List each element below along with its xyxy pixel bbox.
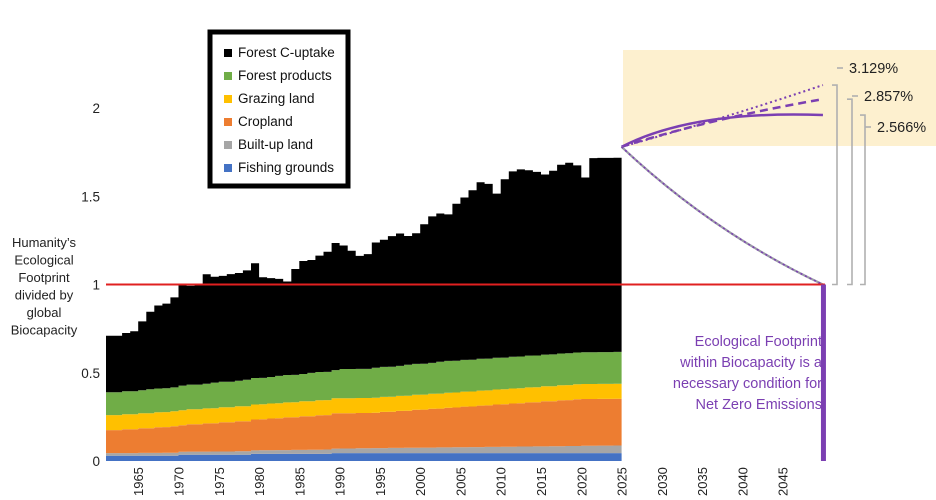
- x-tick-label-9: 2010: [494, 467, 509, 496]
- legend-swatch-4: [224, 141, 232, 149]
- x-tick-label-1: 1970: [172, 467, 187, 496]
- area-forest-c-uptake: [106, 157, 622, 393]
- projection-3-129: [621, 84, 824, 148]
- projection-lines: [620, 84, 824, 286]
- x-tick-label-13: 2030: [655, 467, 670, 496]
- x-tick-label-14: 2035: [695, 467, 710, 496]
- y-label-line-3: divided by: [15, 288, 74, 303]
- area-cropland: [106, 398, 622, 454]
- y-tick-label-1: 0.5: [81, 366, 100, 381]
- x-tick-label-8: 2005: [453, 467, 468, 496]
- scenario-label-1: 2.857%: [864, 89, 913, 105]
- annotation-line-3: necessary condition for: [673, 376, 822, 392]
- y-tick-label-3: 1.5: [81, 189, 100, 204]
- legend: Forest C-uptake Forest products Grazing la…: [207, 29, 351, 189]
- legend-swatch-1: [224, 72, 232, 80]
- x-tick-label-16: 2045: [776, 467, 791, 496]
- y-label-line-1: Ecological: [14, 253, 73, 268]
- legend-label-5: Fishing grounds: [238, 160, 334, 175]
- axes: 0 0.5 1 1.5 2 1965 1970 1975 1980 1985 1990 1995 200…: [81, 101, 790, 496]
- y-tick-label-2: 1: [92, 278, 100, 293]
- y-tick-label-4: 2: [92, 101, 100, 116]
- y-label-line-0: Humanity’s: [12, 235, 77, 250]
- reference-line-group: [106, 283, 826, 461]
- x-tick-label-15: 2040: [735, 467, 750, 496]
- target-bar: [820, 284, 826, 461]
- y-label-line-5: Biocapacity: [11, 323, 78, 338]
- annotation-line-1: Ecological Footprint: [695, 334, 822, 350]
- annotation-line-4: Net Zero Emissions: [695, 397, 822, 413]
- area-built-up-land: [106, 445, 622, 456]
- x-tick-label-2: 1975: [212, 467, 227, 496]
- y-label-line-4: global: [27, 305, 62, 320]
- legend-swatch-5: [224, 164, 232, 172]
- legend-swatch-0: [224, 49, 232, 57]
- bracket-2: [860, 114, 866, 286]
- x-tick-label-4: 1985: [292, 467, 307, 496]
- legend-label-1: Forest products: [238, 68, 332, 83]
- x-tick-label-10: 2015: [534, 467, 549, 496]
- projection-decline: [621, 146, 824, 286]
- y-tick-label-0: 0: [92, 454, 100, 469]
- x-tick-label-0: 1965: [131, 467, 146, 496]
- x-tick-label-6: 1995: [373, 467, 388, 496]
- legend-label-4: Built-up land: [238, 137, 313, 152]
- y-label-line-2: Footprint: [18, 270, 70, 285]
- scenario-label-0: 3.129%: [849, 61, 898, 77]
- scenario-label-2: 2.566%: [877, 120, 926, 136]
- legend-label-2: Grazing land: [238, 91, 315, 106]
- projection-2-566: [620, 113, 823, 148]
- projection-decline-gray: [620, 146, 824, 286]
- x-tick-label-12: 2025: [615, 467, 630, 496]
- legend-swatch-2: [224, 95, 232, 103]
- bracket-0: [832, 84, 838, 286]
- area-grazing-land: [106, 383, 622, 431]
- bracket-1: [847, 98, 853, 286]
- legend-swatch-3: [224, 118, 232, 126]
- annotation-line-2: within Biocapacity is a: [679, 355, 823, 371]
- legend-label-3: Cropland: [238, 114, 293, 129]
- area-fishing-grounds: [106, 453, 622, 461]
- legend-frame: [207, 29, 351, 189]
- legend-label-0: Forest C-uptake: [238, 45, 335, 60]
- x-tick-label-3: 1980: [252, 467, 267, 496]
- stacked-areas: [106, 157, 622, 461]
- y-axis-label: Humanity’s Ecological Footprint divided by g…: [11, 235, 78, 338]
- scenario-brackets: 3.129% 2.857% 2.566%: [832, 61, 926, 286]
- area-forest-products: [106, 351, 622, 416]
- x-tick-label-7: 2000: [413, 467, 428, 496]
- x-tick-label-11: 2020: [574, 467, 589, 496]
- x-tick-label-5: 1990: [333, 467, 348, 496]
